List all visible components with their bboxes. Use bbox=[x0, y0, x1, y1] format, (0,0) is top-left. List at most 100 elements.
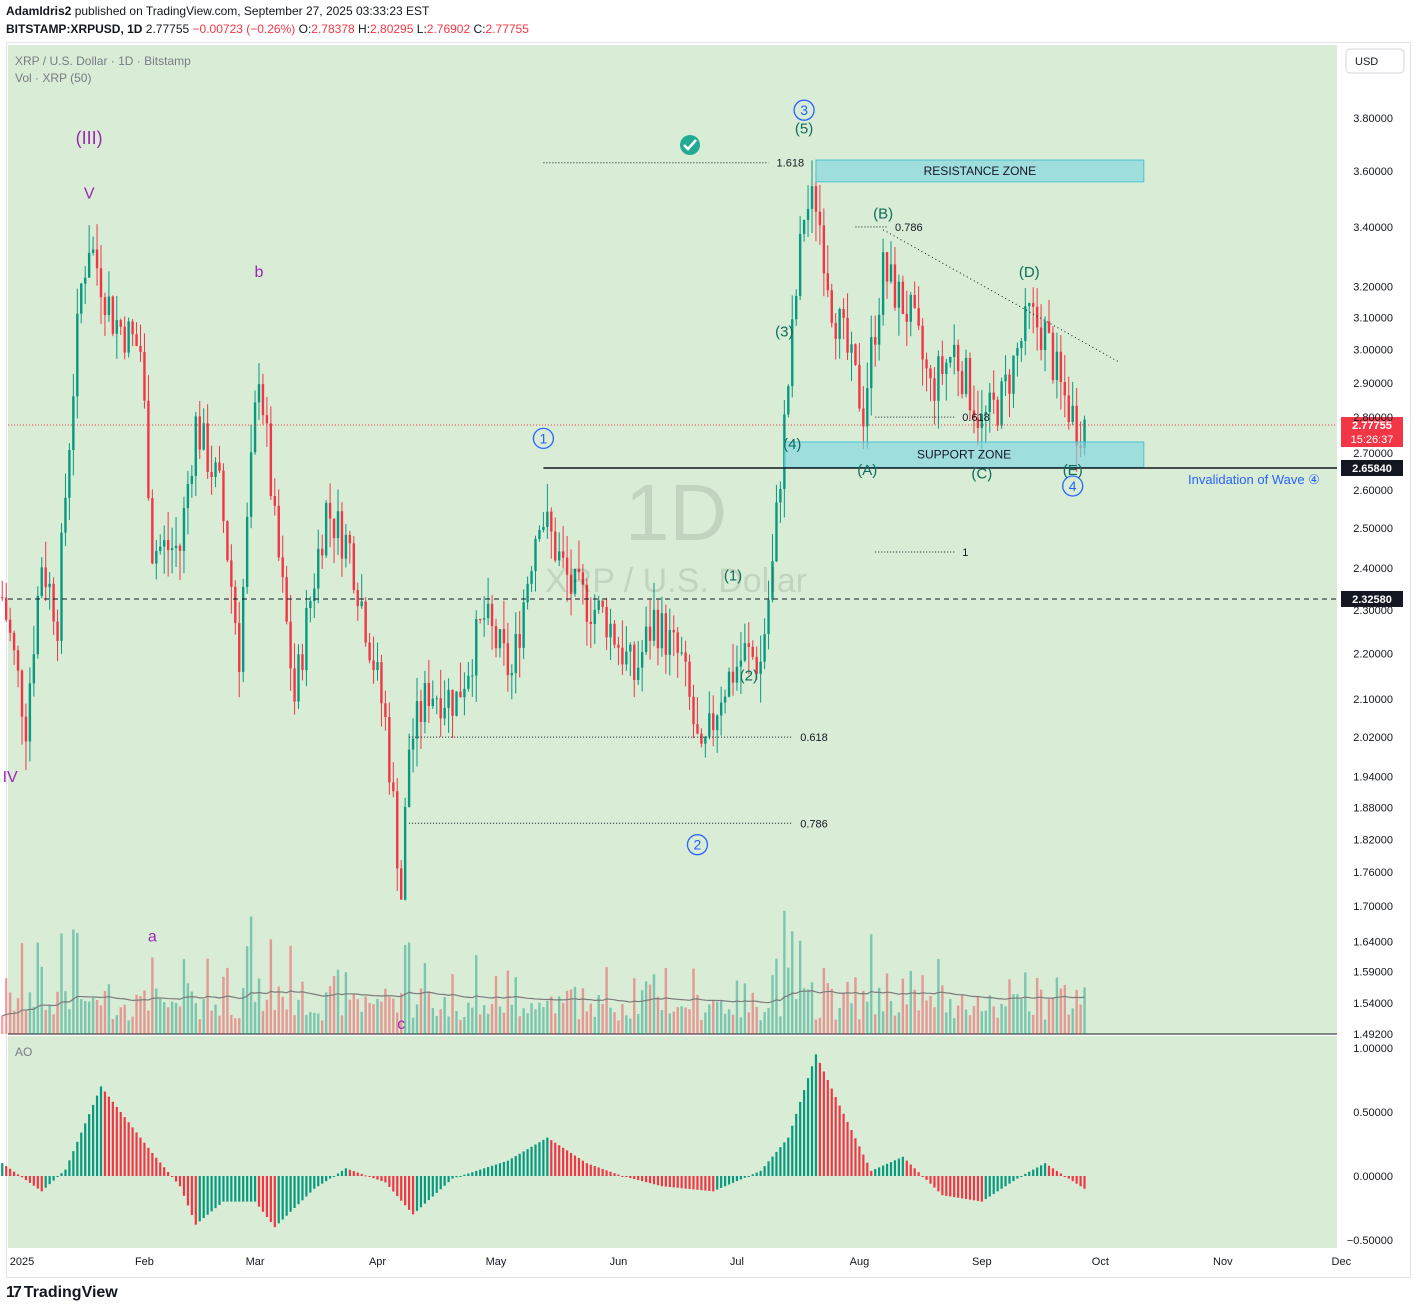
ao-bar bbox=[103, 1091, 107, 1176]
volume-bar bbox=[103, 991, 107, 1034]
ao-bar bbox=[1055, 1170, 1058, 1176]
candle-body bbox=[779, 489, 782, 503]
candle-body bbox=[68, 449, 71, 498]
candle-body bbox=[759, 661, 762, 674]
resistance-zone[interactable] bbox=[815, 159, 1145, 183]
ao-bar bbox=[305, 1176, 308, 1197]
ao-bar bbox=[167, 1171, 170, 1176]
candle-body bbox=[727, 671, 731, 697]
ao-bar bbox=[747, 1176, 750, 1177]
volume-bar bbox=[80, 999, 83, 1034]
ao-bar bbox=[925, 1176, 928, 1180]
candle-body bbox=[372, 660, 375, 671]
candle-body bbox=[905, 314, 908, 322]
volume-bar bbox=[463, 1016, 466, 1034]
volume-bar bbox=[648, 984, 652, 1034]
candle-body bbox=[344, 534, 348, 559]
volume-bar bbox=[1043, 1019, 1047, 1034]
volume-bar bbox=[980, 1011, 984, 1034]
brand-footer[interactable]: 17 TradingView bbox=[6, 1284, 118, 1302]
wave-label: (2) bbox=[740, 668, 758, 685]
currency-button[interactable]: USD bbox=[1345, 48, 1405, 74]
countdown-label: 15:26:37 bbox=[1351, 434, 1394, 446]
ao-bar bbox=[909, 1164, 912, 1176]
ao-bar bbox=[1008, 1176, 1011, 1184]
ao-bar bbox=[202, 1176, 205, 1219]
candle-body bbox=[542, 526, 545, 531]
volume-bar bbox=[945, 1012, 948, 1034]
candle-body bbox=[1047, 321, 1051, 333]
wave-label: a bbox=[148, 928, 157, 945]
ao-bar bbox=[542, 1139, 545, 1176]
candle-body bbox=[747, 643, 750, 647]
candle-body bbox=[775, 502, 778, 562]
ao-bar bbox=[882, 1165, 885, 1176]
ao-bar bbox=[870, 1170, 873, 1176]
ao-bar bbox=[885, 1163, 889, 1176]
candle-body bbox=[324, 502, 328, 556]
volume-ma-line bbox=[2, 990, 1085, 1017]
candle-body bbox=[672, 630, 675, 633]
ao-bar bbox=[92, 1104, 95, 1176]
candle-body bbox=[419, 701, 423, 722]
ao-bar bbox=[803, 1090, 806, 1176]
candle-body bbox=[91, 249, 95, 253]
ao-bar bbox=[48, 1176, 51, 1185]
volume-bar bbox=[475, 955, 478, 1034]
volume-bar bbox=[494, 976, 498, 1034]
volume-bar bbox=[929, 995, 932, 1034]
ao-bar bbox=[427, 1176, 430, 1201]
candle-body bbox=[475, 619, 478, 676]
wave-label: (E) bbox=[1063, 462, 1083, 479]
candle-body bbox=[364, 601, 367, 643]
candle-body bbox=[242, 587, 245, 672]
candle-body bbox=[293, 668, 296, 702]
volume-bar bbox=[925, 1000, 928, 1034]
ao-bar bbox=[779, 1147, 782, 1176]
time-axis-tick: Nov bbox=[1213, 1256, 1233, 1268]
price-axis-tick: 2.10000 bbox=[1353, 694, 1393, 706]
volume-bar bbox=[1012, 994, 1015, 1034]
publisher-text: published on TradingView.com, September … bbox=[71, 4, 430, 18]
ao-bar bbox=[1024, 1173, 1027, 1176]
ao-bar bbox=[246, 1176, 249, 1202]
ao-bar bbox=[648, 1176, 652, 1184]
ao-bar bbox=[28, 1176, 31, 1183]
candle-body bbox=[336, 511, 340, 539]
candle-body bbox=[976, 417, 980, 428]
author[interactable]: AdamIdris2 bbox=[6, 4, 72, 18]
price-axis-tick: 2.02000 bbox=[1353, 732, 1393, 744]
ao-bar bbox=[566, 1150, 569, 1176]
candle-body bbox=[368, 642, 371, 661]
candle-body bbox=[814, 186, 818, 212]
volume-bar bbox=[613, 1012, 616, 1034]
wave-circle bbox=[532, 427, 555, 450]
change-value: −0.00723 (−0.26%) bbox=[192, 22, 296, 36]
ao-bar bbox=[388, 1176, 391, 1187]
volume-bar bbox=[467, 1002, 470, 1034]
volume-bar bbox=[921, 975, 924, 1034]
candle-body bbox=[1024, 306, 1027, 342]
candle-body bbox=[143, 351, 146, 401]
volume-bar bbox=[629, 1018, 632, 1034]
volume-bar bbox=[352, 994, 355, 1034]
volume-bar bbox=[166, 1007, 170, 1034]
ao-bar bbox=[5, 1166, 8, 1176]
ao-bar bbox=[13, 1171, 16, 1176]
volume-bar bbox=[534, 1009, 537, 1034]
candle-body bbox=[360, 601, 363, 607]
ao-bar bbox=[32, 1176, 35, 1186]
ao-bar bbox=[743, 1176, 746, 1178]
ao-bar bbox=[380, 1176, 383, 1181]
candle-body bbox=[573, 568, 577, 594]
ao-bar bbox=[731, 1176, 735, 1183]
volume-bar bbox=[712, 1000, 715, 1034]
ao-bar bbox=[1036, 1167, 1039, 1176]
chart-frame[interactable] bbox=[6, 42, 1411, 1278]
volume-bar bbox=[937, 958, 940, 1034]
candle-body bbox=[1028, 303, 1031, 307]
ao-bar bbox=[76, 1141, 79, 1176]
volume-bar bbox=[324, 992, 328, 1034]
volume-bar bbox=[1016, 994, 1019, 1034]
